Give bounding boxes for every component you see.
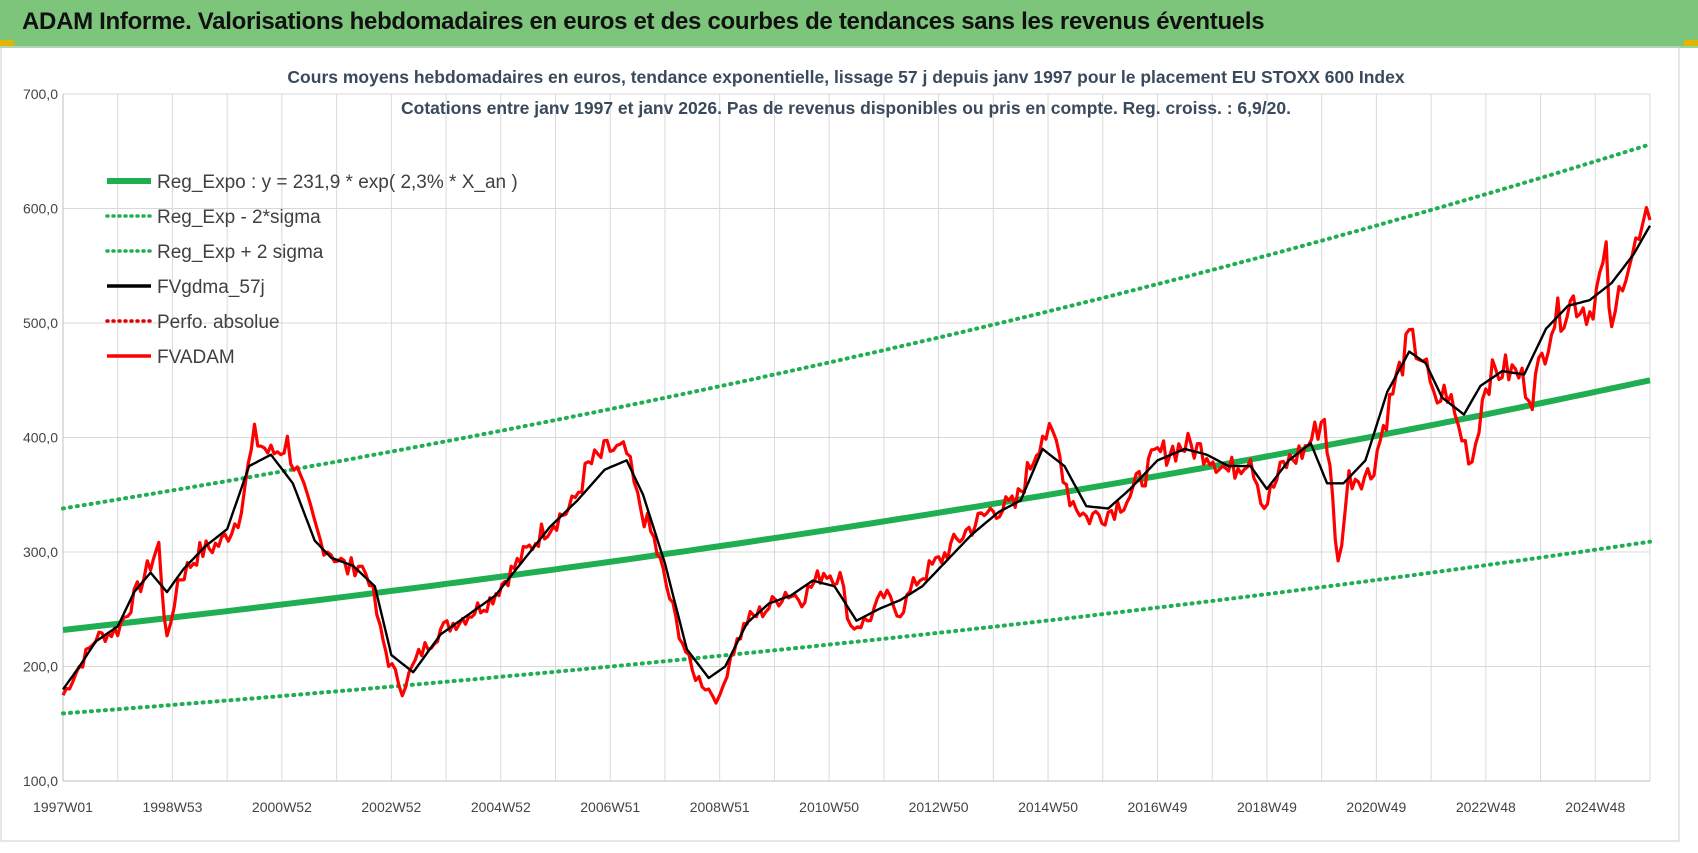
x-axis-tick-labels: 1997W01 1998W53 2000W52 2002W52 2004W52 2006W… xyxy=(33,799,1625,815)
legend-label-reg_plus: Reg_Exp + 2 sigma xyxy=(157,242,324,263)
x-tick-label: 2002W52 xyxy=(361,799,421,815)
x-tick-label: 2014W50 xyxy=(1018,799,1078,815)
legend-label-gdma: FVgdma_57j xyxy=(157,277,265,298)
vertical-gridlines xyxy=(62,94,1651,782)
legend-label-reg_minus: Reg_Exp - 2*sigma xyxy=(157,207,321,228)
x-tick-label: 2022W48 xyxy=(1456,799,1516,815)
series-fvadam xyxy=(61,206,1652,705)
series-fvgdma-57j xyxy=(62,225,1652,691)
y-tick-label: 400,0 xyxy=(23,430,58,446)
y-axis-tick-labels: 700,0 600,0 500,0 400,0 300,0 200,0 100,0 xyxy=(23,86,58,789)
banner: ADAM Informe. Valorisations hebdomadaire… xyxy=(0,0,1698,48)
chart-subtitle: Cotations entre janv 1997 et janv 2026. … xyxy=(401,98,1291,118)
corner-marker-left xyxy=(0,40,14,46)
y-tick-label: 600,0 xyxy=(23,201,58,217)
legend-label-reg_expo: Reg_Expo : y = 231,9 * exp( 2,3% * X_an … xyxy=(157,172,518,193)
x-tick-label: 1998W53 xyxy=(142,799,202,815)
series-reg-expo xyxy=(62,377,1651,633)
series-reg-exp-plus-2-sigma xyxy=(61,142,1652,511)
corner-marker-right xyxy=(1684,40,1698,46)
x-tick-label: 2020W49 xyxy=(1346,799,1406,815)
legend-label-fvadam: FVADAM xyxy=(157,347,235,368)
x-tick-label: 1997W01 xyxy=(33,799,93,815)
y-tick-label: 700,0 xyxy=(23,86,58,102)
y-tick-label: 100,0 xyxy=(23,773,58,789)
y-tick-label: 200,0 xyxy=(23,659,58,675)
chart-border xyxy=(0,46,1680,842)
y-tick-label: 500,0 xyxy=(23,315,58,331)
x-tick-label: 2010W50 xyxy=(799,799,859,815)
horizontal-gridlines xyxy=(63,93,1650,782)
series-reg-exp-minus-2-sigma xyxy=(61,539,1652,716)
legend-label-perfo: Perfo. absolue xyxy=(157,312,280,333)
x-tick-label: 2004W52 xyxy=(471,799,531,815)
chart-area: 700,0 600,0 500,0 400,0 300,0 200,0 100,0 1997… xyxy=(0,46,1698,848)
line-chart: 700,0 600,0 500,0 400,0 300,0 200,0 100,0 1997… xyxy=(0,46,1680,842)
x-tick-label: 2006W51 xyxy=(580,799,640,815)
x-tick-label: 2000W52 xyxy=(252,799,312,815)
chart-title: Cours moyens hebdomadaires en euros, ten… xyxy=(287,67,1404,87)
x-tick-label: 2018W49 xyxy=(1237,799,1297,815)
x-tick-label: 2024W48 xyxy=(1565,799,1625,815)
legend: Reg_Expo : y = 231,9 * exp( 2,3% * X_an … xyxy=(105,172,518,368)
y-tick-label: 300,0 xyxy=(23,544,58,560)
series-lines xyxy=(61,142,1652,716)
x-tick-label: 2008W51 xyxy=(690,799,750,815)
x-tick-label: 2012W50 xyxy=(909,799,969,815)
x-tick-label: 2016W49 xyxy=(1128,799,1188,815)
banner-title: ADAM Informe. Valorisations hebdomadaire… xyxy=(22,8,1265,35)
